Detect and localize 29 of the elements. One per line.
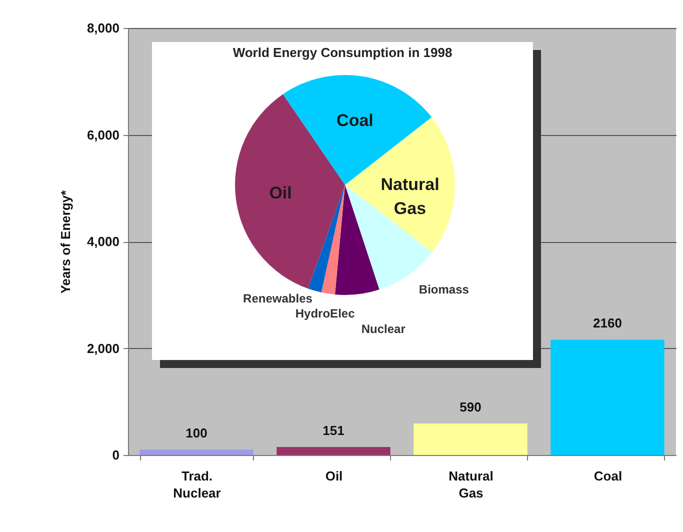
chart-title: World Energy Consumption in 1998: [232, 45, 452, 60]
slice-label: Biomass: [418, 282, 470, 296]
y-tick-label: 8,000: [86, 20, 120, 36]
bar: [550, 340, 664, 455]
slice-label: Natural Gas: [380, 174, 440, 218]
x-tick-label: Oil: [325, 468, 343, 484]
slice-label: Coal: [336, 110, 374, 130]
data-label: 2160: [593, 316, 622, 331]
y-tick-label: 6,000: [86, 127, 120, 142]
y-axis-title: Years of Energy*: [58, 189, 73, 294]
slice-label: HydroElec: [295, 306, 356, 320]
data-label: 151: [322, 422, 344, 438]
x-tick-label: Trad. Nuclear: [173, 468, 221, 500]
data-label: 100: [186, 426, 208, 441]
y-tick-label: 2,000: [86, 340, 120, 356]
pie-slice: [334, 185, 380, 295]
bar: [414, 424, 528, 455]
x-tick-label: Coal: [594, 468, 622, 484]
slice-label: Oil: [269, 183, 292, 202]
data-label: 590: [460, 400, 482, 415]
bar: [276, 446, 390, 455]
pie-slice: [308, 185, 345, 292]
pie-slice: [321, 185, 345, 295]
slice-label: Nuclear: [361, 322, 406, 336]
slice-label: Renewables: [243, 291, 313, 306]
y-tick-label: 4,000: [86, 234, 120, 249]
y-tick-label: 0: [112, 448, 120, 462]
x-tick-label: Natural Gas: [448, 468, 494, 500]
bar: [140, 450, 254, 455]
